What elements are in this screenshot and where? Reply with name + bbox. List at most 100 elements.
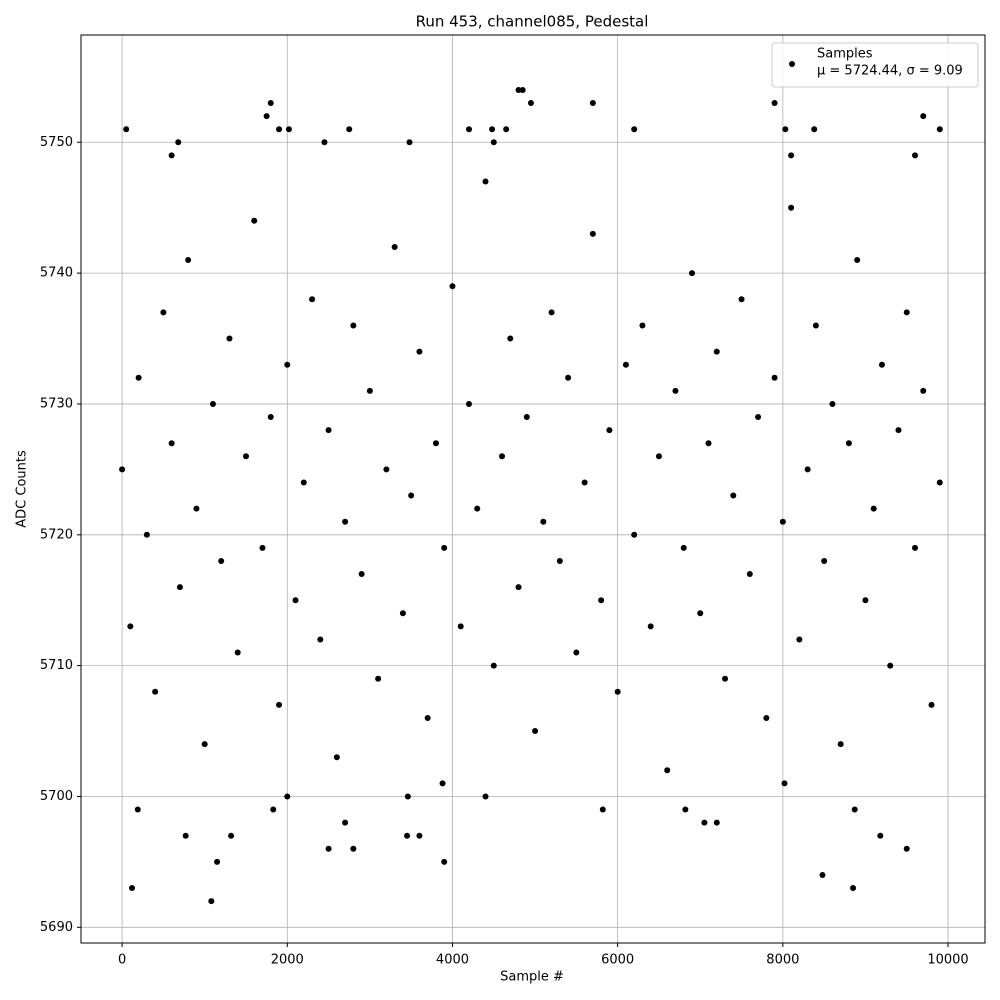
point bbox=[556, 557, 563, 564]
point bbox=[631, 531, 638, 538]
point bbox=[730, 492, 737, 499]
point bbox=[829, 400, 836, 407]
point bbox=[416, 348, 423, 355]
point bbox=[912, 544, 919, 551]
point bbox=[782, 126, 789, 133]
point bbox=[267, 414, 274, 421]
point bbox=[573, 649, 580, 656]
point bbox=[160, 309, 167, 316]
point bbox=[321, 139, 328, 146]
point bbox=[276, 701, 283, 708]
x-tick-label: 10000 bbox=[927, 953, 968, 968]
point bbox=[123, 126, 130, 133]
point bbox=[193, 505, 200, 512]
point bbox=[152, 688, 159, 695]
point bbox=[672, 387, 679, 394]
point bbox=[779, 518, 786, 525]
point bbox=[342, 819, 349, 826]
point bbox=[350, 845, 357, 852]
point bbox=[143, 531, 150, 538]
plot-frame bbox=[80, 34, 986, 944]
point bbox=[449, 283, 456, 290]
point bbox=[912, 152, 919, 159]
point bbox=[854, 257, 861, 264]
point bbox=[903, 845, 910, 852]
point bbox=[391, 243, 398, 250]
point bbox=[325, 427, 332, 434]
point bbox=[465, 400, 472, 407]
point bbox=[903, 309, 910, 316]
point bbox=[175, 139, 182, 146]
point bbox=[796, 636, 803, 643]
point bbox=[482, 793, 489, 800]
point bbox=[134, 806, 141, 813]
point bbox=[837, 741, 844, 748]
point bbox=[887, 662, 894, 669]
x-tick-label: 2000 bbox=[271, 953, 304, 968]
point bbox=[655, 453, 662, 460]
point bbox=[129, 885, 136, 892]
point bbox=[404, 793, 411, 800]
point bbox=[589, 100, 596, 107]
point bbox=[705, 440, 712, 447]
point bbox=[845, 440, 852, 447]
point bbox=[851, 806, 858, 813]
point bbox=[527, 100, 534, 107]
point bbox=[540, 518, 547, 525]
point bbox=[936, 126, 943, 133]
point bbox=[701, 819, 708, 826]
point bbox=[489, 126, 496, 133]
point bbox=[208, 898, 215, 905]
point bbox=[722, 675, 729, 682]
point bbox=[763, 714, 770, 721]
point bbox=[350, 322, 357, 329]
point bbox=[523, 414, 530, 421]
point bbox=[424, 714, 431, 721]
point bbox=[599, 806, 606, 813]
point bbox=[811, 126, 818, 133]
point bbox=[781, 780, 788, 787]
point bbox=[135, 374, 142, 381]
point bbox=[503, 126, 510, 133]
point bbox=[532, 728, 539, 735]
point bbox=[664, 767, 671, 774]
point bbox=[168, 152, 175, 159]
point bbox=[342, 518, 349, 525]
point bbox=[928, 701, 935, 708]
point bbox=[234, 649, 241, 656]
x-tick-label: 8000 bbox=[766, 953, 799, 968]
point bbox=[432, 440, 439, 447]
point bbox=[565, 374, 572, 381]
point bbox=[346, 126, 353, 133]
point bbox=[127, 623, 134, 630]
point bbox=[713, 348, 720, 355]
y-tick-label: 5740 bbox=[40, 266, 73, 281]
point bbox=[408, 492, 415, 499]
point bbox=[788, 152, 795, 159]
point bbox=[168, 440, 175, 447]
point bbox=[581, 479, 588, 486]
point bbox=[416, 832, 423, 839]
point bbox=[631, 126, 638, 133]
point bbox=[209, 400, 216, 407]
point bbox=[406, 139, 413, 146]
point bbox=[804, 466, 811, 473]
point bbox=[333, 754, 340, 761]
point bbox=[300, 479, 307, 486]
point bbox=[606, 427, 613, 434]
point bbox=[317, 636, 324, 643]
legend-label: Samples bbox=[817, 47, 873, 62]
point bbox=[499, 453, 506, 460]
point bbox=[228, 832, 235, 839]
point bbox=[267, 100, 274, 107]
point bbox=[276, 126, 283, 133]
point bbox=[755, 414, 762, 421]
point bbox=[366, 387, 373, 394]
point bbox=[614, 688, 621, 695]
point bbox=[242, 453, 249, 460]
point bbox=[284, 793, 291, 800]
y-axis-label: ADC Counts bbox=[15, 450, 30, 528]
point bbox=[515, 86, 522, 93]
point bbox=[441, 858, 448, 865]
point bbox=[182, 832, 189, 839]
